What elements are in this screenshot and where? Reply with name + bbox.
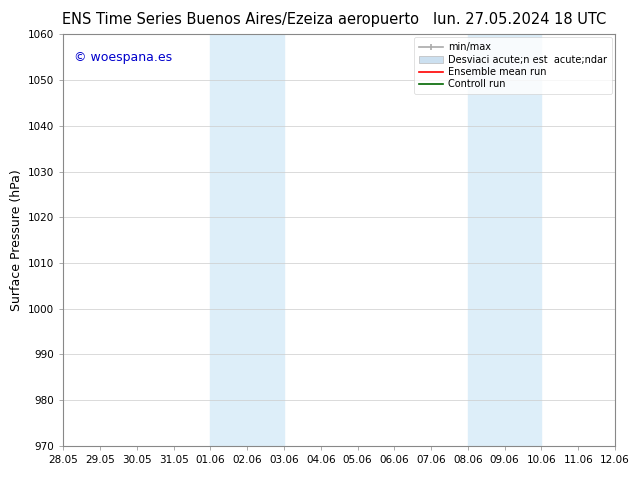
Bar — [468, 34, 541, 446]
Text: lun. 27.05.2024 18 UTC: lun. 27.05.2024 18 UTC — [433, 12, 607, 27]
Y-axis label: Surface Pressure (hPa): Surface Pressure (hPa) — [10, 169, 23, 311]
Text: © woespana.es: © woespana.es — [74, 51, 172, 64]
Text: ENS Time Series Buenos Aires/Ezeiza aeropuerto: ENS Time Series Buenos Aires/Ezeiza aero… — [62, 12, 420, 27]
Bar — [210, 34, 284, 446]
Legend: min/max, Desviaci acute;n est  acute;ndar, Ensemble mean run, Controll run: min/max, Desviaci acute;n est acute;ndar… — [414, 37, 612, 94]
